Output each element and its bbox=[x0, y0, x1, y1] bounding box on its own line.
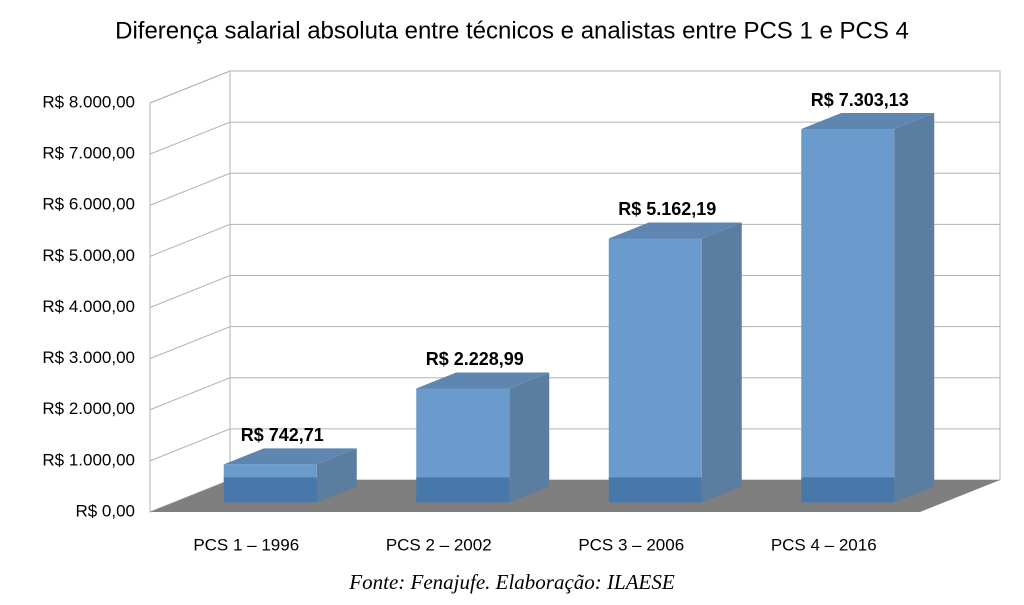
y-tick-label: R$ 6.000,00 bbox=[42, 195, 135, 214]
chart-title: Diferença salarial absoluta entre técnic… bbox=[115, 17, 909, 44]
y-tick-label: R$ 2.000,00 bbox=[42, 399, 135, 418]
y-tick-label: R$ 1.000,00 bbox=[42, 450, 135, 469]
grid-line bbox=[149, 223, 1000, 257]
grid-line bbox=[149, 121, 1000, 155]
bar-side bbox=[316, 448, 357, 503]
value-label: R$ 742,71 bbox=[241, 425, 324, 445]
x-tick-label: PCS 4 – 2016 bbox=[771, 535, 877, 554]
bar-base-shade bbox=[608, 477, 702, 503]
bar-base-shade bbox=[223, 477, 317, 503]
bar-top bbox=[223, 448, 357, 465]
bar-top bbox=[801, 113, 935, 130]
x-tick-label: PCS 2 – 2002 bbox=[386, 535, 492, 554]
source-note: Fonte: Fenajufe. Elaboração: ILAESE bbox=[348, 570, 675, 594]
y-tick-label: R$ 4.000,00 bbox=[42, 297, 135, 316]
y-tick-label: R$ 8.000,00 bbox=[42, 92, 135, 111]
y-tick-label: R$ 7.000,00 bbox=[42, 144, 135, 163]
grid-line bbox=[149, 70, 1000, 104]
bar-top bbox=[608, 222, 742, 239]
bar-side bbox=[701, 222, 742, 503]
grid-line bbox=[149, 428, 1000, 462]
grid-line bbox=[149, 377, 1000, 411]
bar-base-shade bbox=[416, 477, 510, 503]
value-label: R$ 2.228,99 bbox=[426, 349, 524, 369]
bar-base-shade bbox=[801, 477, 895, 503]
bar-top bbox=[416, 372, 550, 389]
grid-line bbox=[149, 172, 1000, 206]
y-tick-label: R$ 0,00 bbox=[75, 501, 135, 520]
bar-side bbox=[894, 113, 935, 503]
grid-line bbox=[149, 326, 1000, 360]
grid-line bbox=[149, 275, 1000, 308]
value-label: R$ 5.162,19 bbox=[618, 199, 716, 219]
x-tick-label: PCS 1 – 1996 bbox=[193, 535, 299, 554]
bar bbox=[608, 238, 702, 503]
value-label: R$ 7.303,13 bbox=[811, 90, 909, 110]
bar-side bbox=[509, 372, 550, 503]
floor bbox=[150, 480, 1000, 512]
y-tick-label: R$ 3.000,00 bbox=[42, 348, 135, 367]
bar bbox=[801, 129, 895, 503]
x-tick-label: PCS 3 – 2006 bbox=[578, 535, 684, 554]
y-tick-label: R$ 5.000,00 bbox=[42, 246, 135, 265]
